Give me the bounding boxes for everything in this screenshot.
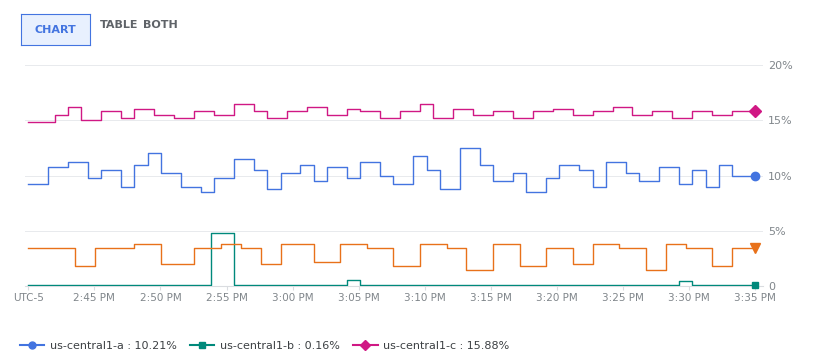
Text: TABLE: TABLE (100, 20, 138, 30)
Text: CHART: CHART (34, 25, 76, 34)
Text: BOTH: BOTH (143, 20, 178, 30)
